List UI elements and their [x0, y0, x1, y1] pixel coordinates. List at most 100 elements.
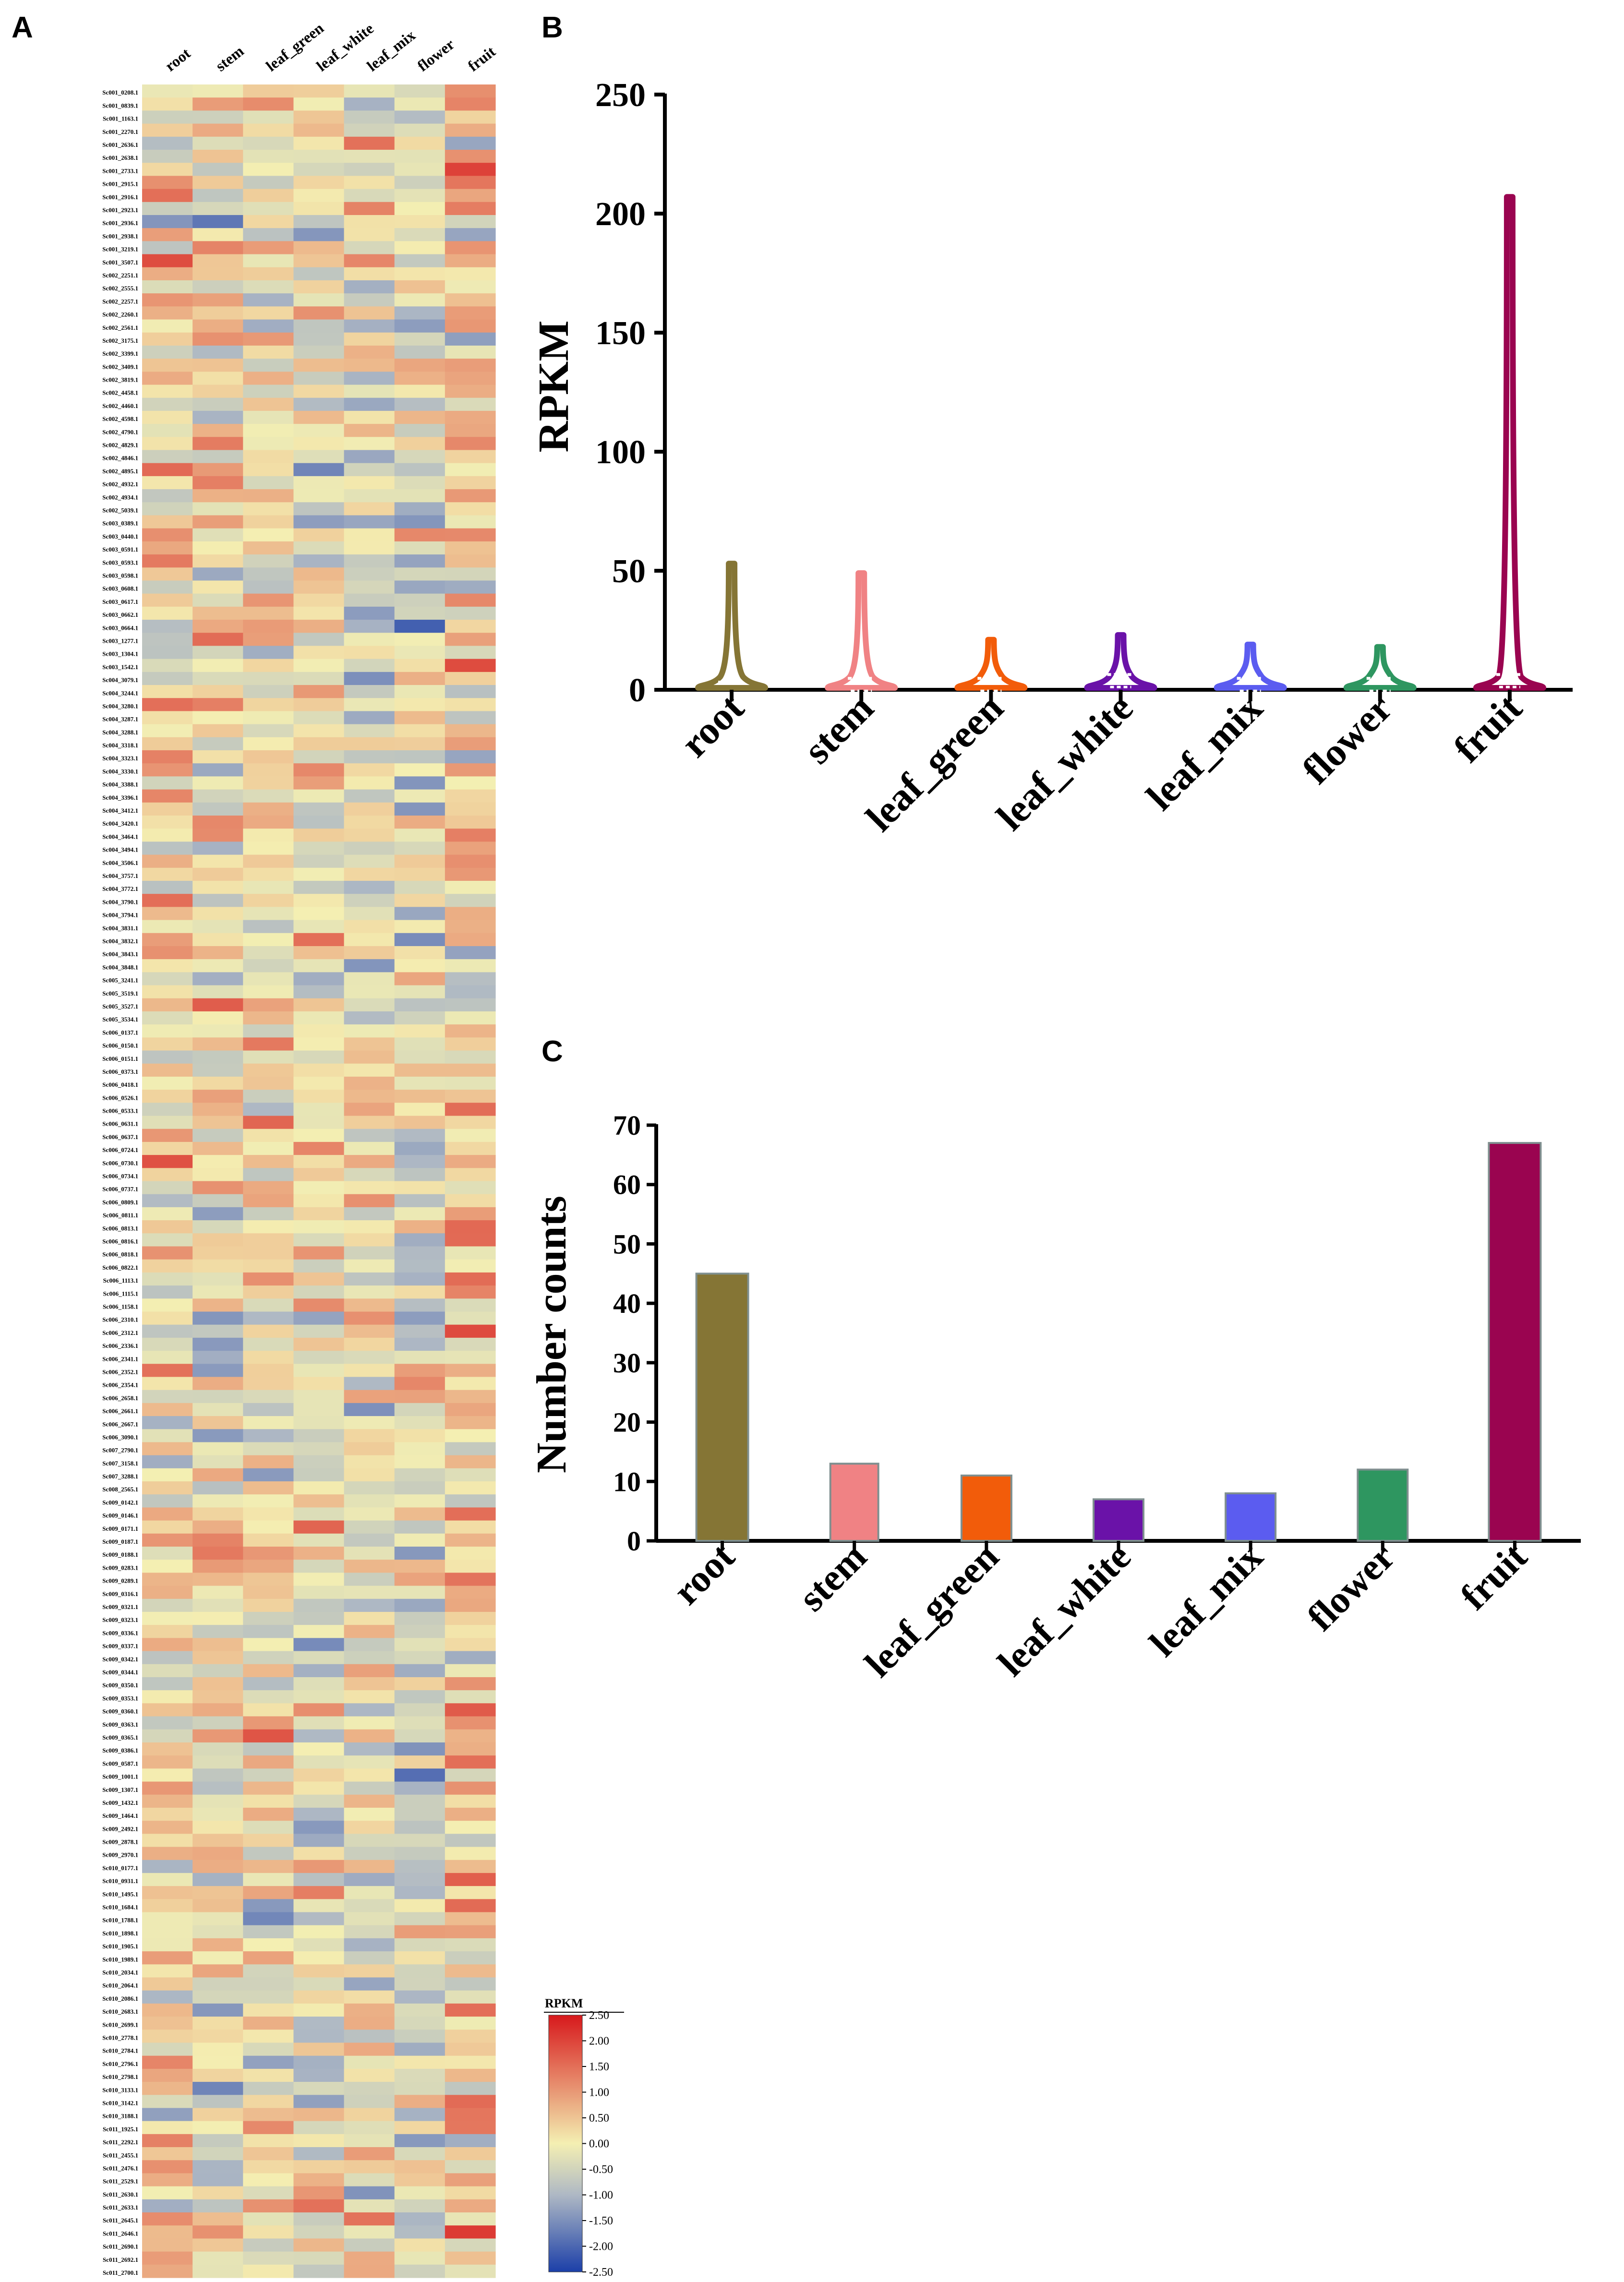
heatmap-cell: [344, 1063, 395, 1077]
heatmap-cell: [344, 1337, 395, 1351]
heatmap-cell: [445, 528, 496, 542]
heatmap-cell: [394, 1194, 445, 1208]
heatmap-cell: [243, 1598, 294, 1612]
heatmap-cell: [243, 1220, 294, 1234]
heatmap-row-label: Sc010_1684.1: [102, 1904, 138, 1911]
heatmap-cell: [344, 306, 395, 320]
heatmap-cell: [394, 2121, 445, 2135]
heatmap-cell: [394, 1351, 445, 1364]
heatmap-cell: [445, 2030, 496, 2043]
heatmap-row-label: Sc010_2699.1: [102, 2021, 138, 2028]
heatmap-cell: [445, 163, 496, 176]
heatmap-cell: [192, 685, 243, 698]
heatmap-cell: [142, 2238, 193, 2252]
heatmap-cell: [192, 163, 243, 176]
heatmap-cell: [243, 1494, 294, 1508]
heatmap-cell: [445, 776, 496, 790]
heatmap-cell: [142, 1168, 193, 1182]
heatmap-cell: [344, 476, 395, 490]
heatmap-cell: [445, 1598, 496, 1612]
heatmap-cell: [142, 2186, 193, 2200]
heatmap-cell: [394, 332, 445, 346]
heatmap-column-label: flower: [414, 36, 457, 75]
heatmap-cell: [142, 1703, 193, 1717]
heatmap-row-label: Sc004_3396.1: [102, 794, 138, 801]
heatmap-cell: [192, 1507, 243, 1521]
heatmap-cell: [142, 2017, 193, 2030]
heatmap-cell: [142, 280, 193, 294]
heatmap-cell: [243, 1886, 294, 1899]
heatmap-cell: [243, 1807, 294, 1821]
heatmap-cell: [445, 502, 496, 516]
heatmap-cell: [344, 528, 395, 542]
heatmap-cell: [142, 1533, 193, 1547]
heatmap-cell: [445, 2147, 496, 2161]
heatmap-cell: [394, 1246, 445, 1260]
heatmap-cell: [293, 2160, 345, 2174]
heatmap-cell: [243, 123, 294, 137]
heatmap-cell: [445, 228, 496, 241]
heatmap-cell: [192, 959, 243, 973]
heatmap-cell: [293, 841, 345, 855]
heatmap-cell: [142, 907, 193, 921]
heatmap-cell: [142, 880, 193, 894]
heatmap-cell: [142, 2030, 193, 2043]
heatmap-cell: [192, 946, 243, 960]
heatmap-cell: [243, 737, 294, 751]
heatmap-cell: [445, 880, 496, 894]
heatmap-cell: [394, 110, 445, 124]
violin-x-label-stem: stem: [795, 685, 882, 772]
violin-leaf_white: [1084, 632, 1157, 691]
heatmap-cell: [293, 1141, 345, 1155]
heatmap-cell: [445, 1977, 496, 1991]
heatmap-cell: [344, 633, 395, 647]
heatmap-cell: [293, 1821, 345, 1834]
heatmap-cell: [243, 397, 294, 411]
heatmap-cell: [445, 1638, 496, 1652]
heatmap-row-label: Sc002_2260.1: [102, 311, 138, 318]
heatmap-row-label: Sc004_3330.1: [102, 768, 138, 775]
heatmap-cell: [344, 724, 395, 738]
heatmap-cell: [293, 1520, 345, 1534]
heatmap-cell: [445, 241, 496, 255]
heatmap-row-label: Sc005_3527.1: [102, 1003, 138, 1010]
heatmap-row-label: Sc011_2646.1: [103, 2230, 138, 2237]
bar-x-label-root: root: [665, 1535, 743, 1613]
heatmap-cell: [445, 2251, 496, 2265]
heatmap-cell: [293, 2095, 345, 2109]
heatmap-cell: [293, 2108, 345, 2122]
heatmap-cell: [344, 1585, 395, 1599]
heatmap-cell: [243, 867, 294, 881]
heatmap-cell: [243, 698, 294, 712]
heatmap-cell: [142, 724, 193, 738]
heatmap-cell: [243, 1990, 294, 2004]
heatmap-cell: [293, 1690, 345, 1704]
bar-y-axis-title: Number counts: [529, 1196, 575, 1473]
heatmap-cell: [243, 450, 294, 464]
heatmap-cell: [344, 2095, 395, 2109]
heatmap-cell: [293, 1037, 345, 1051]
heatmap-cell: [192, 1442, 243, 1456]
heatmap-cell: [394, 1638, 445, 1652]
heatmap-cell: [192, 554, 243, 568]
heatmap-cell: [344, 1429, 395, 1443]
heatmap-cell: [344, 1090, 395, 1103]
heatmap-cell: [192, 2264, 243, 2278]
heatmap-cell: [192, 1481, 243, 1495]
heatmap-cell: [445, 189, 496, 203]
heatmap-cell: [344, 1860, 395, 1874]
heatmap-cell: [445, 215, 496, 228]
heatmap-cell: [293, 1912, 345, 1926]
heatmap-cell: [192, 515, 243, 529]
heatmap-cell: [192, 241, 243, 255]
heatmap-cell: [243, 1964, 294, 1978]
heatmap-cell: [293, 1716, 345, 1730]
heatmap-cell: [394, 1050, 445, 1064]
heatmap-cell: [192, 1925, 243, 1939]
heatmap-cell: [293, 84, 345, 98]
heatmap-cell: [243, 2017, 294, 2030]
bar-y-tick-label: 0: [627, 1525, 641, 1557]
heatmap-row-label: Sc008_2565.1: [102, 1486, 138, 1493]
heatmap-cell: [344, 1807, 395, 1821]
heatmap-cell: [445, 2238, 496, 2252]
